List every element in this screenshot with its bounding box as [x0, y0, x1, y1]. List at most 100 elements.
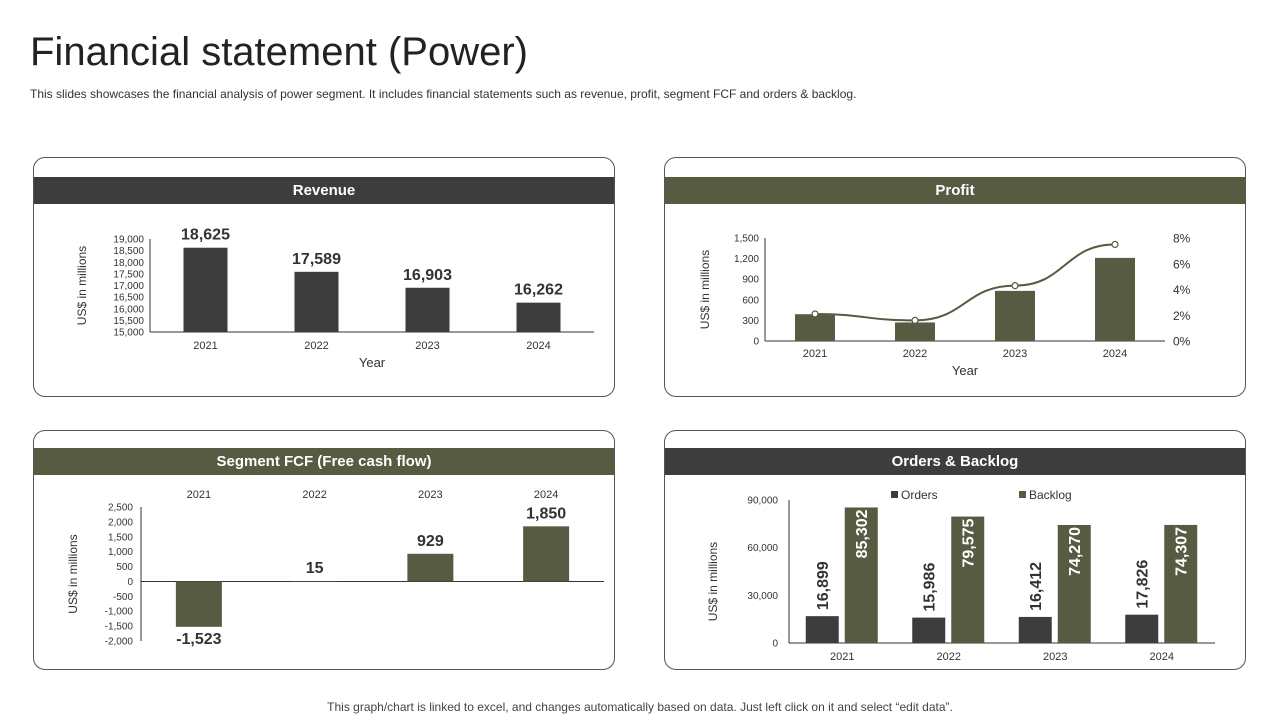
x-tick-label: 2024 — [1103, 348, 1127, 360]
y-tick-label: 17,000 — [113, 281, 144, 292]
y-tick-label: 1,500 — [108, 532, 133, 543]
revenue-bar — [183, 247, 228, 332]
line-point — [1111, 240, 1119, 249]
revenue-bar — [405, 287, 450, 332]
data-label: 79,575 — [961, 518, 978, 567]
y-tick-label: 0 — [753, 337, 759, 348]
y-tick-label: 2,000 — [108, 517, 133, 528]
y-tick-label: 1,500 — [734, 234, 759, 245]
fcf-bar — [175, 581, 222, 627]
profit-header: Profit — [665, 177, 1245, 204]
y-tick-label: -2,000 — [105, 637, 134, 648]
legend-label: Orders — [901, 488, 938, 502]
orders-bar — [805, 616, 839, 643]
y-tick-label: 17,500 — [113, 269, 144, 280]
y2-tick-label: 8% — [1173, 232, 1191, 246]
y-tick-label: 16,500 — [113, 293, 144, 304]
y-tick-label: 18,000 — [113, 258, 144, 269]
y-axis-title: US$ in millions — [66, 534, 80, 613]
y-tick-label: 1,200 — [734, 254, 759, 265]
x-tick-label: 2024 — [526, 340, 550, 352]
line-point — [1011, 282, 1019, 290]
y-tick-label: 300 — [742, 316, 759, 327]
profit-bar — [795, 314, 835, 341]
x-tick-label: 2024 — [534, 489, 558, 501]
y-axis-title: US$ in millions — [706, 542, 720, 621]
profit-bar — [1095, 257, 1135, 341]
fcf-chart[interactable]: -2,000 -1,500 -1,000 -500 0 500 1,000 1,500 2,00… — [34, 476, 614, 668]
data-label: 16,899 — [815, 561, 832, 610]
y-axis-title: US$ in millions — [698, 250, 712, 329]
x-tick-label: 2022 — [903, 348, 927, 360]
backlog-bar — [951, 516, 985, 643]
y-tick-label: 90,000 — [747, 496, 778, 507]
revenue-header: Revenue — [34, 177, 614, 204]
orders-panel: Orders & Backlog 0 30,000 60,000 90,000 Orde… — [664, 430, 1246, 670]
y-tick-label: 30,000 — [747, 591, 778, 602]
y-tick-label: 2,500 — [108, 503, 133, 514]
data-label: 74,307 — [1174, 527, 1191, 576]
y-tick-label: -500 — [113, 592, 133, 603]
orders-backlog-chart[interactable]: 0 30,000 60,000 90,000 Orders Backlog 16,899 85… — [665, 476, 1245, 668]
data-label: 18,625 — [181, 227, 230, 244]
y2-tick-label: 0% — [1173, 335, 1191, 349]
profit-margin-line — [814, 243, 1116, 322]
x-tick-label: 2021 — [187, 489, 211, 501]
data-label: 929 — [417, 533, 444, 550]
legend-swatch — [891, 491, 898, 498]
x-tick-label: 2023 — [1003, 348, 1027, 360]
x-tick-label: 2022 — [302, 489, 326, 501]
x-tick-label: 2022 — [937, 651, 961, 663]
x-tick-label: 2023 — [418, 489, 442, 501]
y2-tick-label: 6% — [1173, 257, 1191, 271]
revenue-chart[interactable]: 15,00015,50016,00016,50017,00017,50018,0… — [34, 205, 614, 395]
fcf-panel: Segment FCF (Free cash flow) -2,000 -1,50… — [33, 430, 615, 670]
fcf-bar — [523, 526, 570, 582]
profit-bar — [895, 322, 935, 341]
fcf-bar — [407, 553, 454, 582]
y-tick-label: 500 — [116, 562, 133, 573]
orders-bar — [912, 617, 946, 643]
data-label: 15,986 — [922, 563, 939, 612]
x-tick-label: 2021 — [193, 340, 217, 352]
y-tick-label: 15,000 — [113, 328, 144, 339]
x-tick-label: 2023 — [1043, 651, 1067, 663]
orders-header: Orders & Backlog — [665, 448, 1245, 475]
data-label: 16,262 — [514, 282, 563, 299]
y-tick-label: -1,000 — [105, 607, 134, 618]
profit-panel: Profit 0 300 600 900 1,200 1,500 0% 2% 4% 6% 8% 202… — [664, 157, 1246, 397]
y2-tick-label: 4% — [1173, 283, 1191, 297]
data-label: 16,412 — [1028, 562, 1045, 611]
y-tick-label: 1,000 — [108, 547, 133, 558]
y-tick-label: 16,000 — [113, 304, 144, 315]
backlog-bar — [1057, 524, 1091, 643]
backlog-bar — [844, 507, 878, 643]
data-label: 17,589 — [292, 251, 341, 268]
fcf-header: Segment FCF (Free cash flow) — [34, 448, 614, 475]
x-tick-label: 2023 — [415, 340, 439, 352]
page-subtitle: This slides showcases the financial anal… — [30, 87, 857, 101]
data-label: 15 — [306, 560, 324, 577]
x-tick-label: 2022 — [304, 340, 328, 352]
revenue-panel: Revenue 15,000 15,500 16,000 16,500 17,000 17… — [33, 157, 615, 397]
y-axis-title: US$ in millions — [75, 246, 89, 325]
y2-tick-label: 2% — [1173, 309, 1191, 323]
y-tick-label: 18,500 — [113, 246, 144, 257]
y-tick-label: -1,500 — [105, 622, 134, 633]
revenue-bar — [516, 302, 561, 332]
x-tick-label: 2021 — [830, 651, 854, 663]
profit-chart[interactable]: 0 300 600 900 1,200 1,500 0% 2% 4% 6% 8% 2021 2022 20… — [665, 205, 1245, 395]
line-point — [911, 316, 919, 325]
data-label: 74,270 — [1067, 527, 1084, 576]
x-axis-title: Year — [359, 355, 386, 370]
data-label: 16,903 — [403, 267, 452, 284]
y-tick-label: 0 — [127, 577, 133, 588]
data-label: -1,523 — [176, 631, 221, 648]
y-tick-label: 0 — [772, 639, 778, 650]
legend-swatch — [1019, 491, 1026, 498]
x-tick-label: 2021 — [803, 348, 827, 360]
legend-label: Backlog — [1029, 488, 1072, 502]
backlog-bar — [1164, 524, 1198, 643]
x-axis-title: Year — [952, 363, 979, 378]
y-tick-label: 15,500 — [113, 316, 144, 327]
